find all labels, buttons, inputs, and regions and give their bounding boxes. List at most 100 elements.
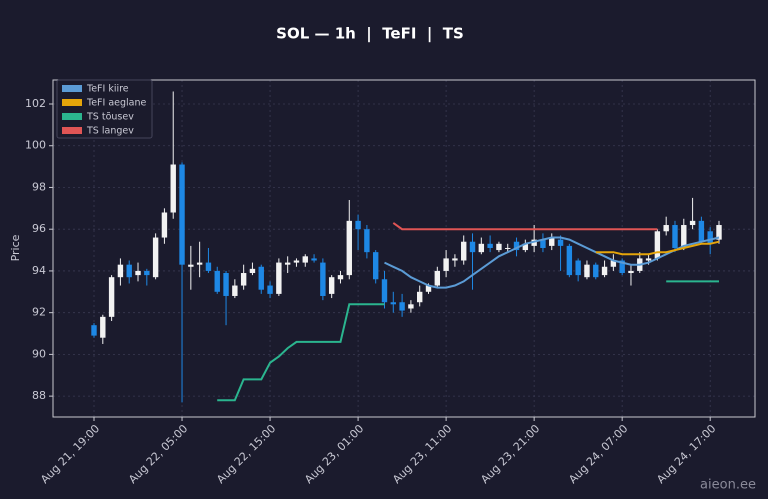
candle-body — [91, 325, 97, 336]
legend-label: TeFI kiire — [86, 84, 129, 95]
candle-body — [434, 270, 441, 286]
candle-body — [276, 262, 282, 294]
candle-body — [320, 262, 326, 296]
y-tick-label: 92 — [32, 306, 46, 319]
y-tick-label: 96 — [32, 222, 46, 235]
candle-body — [328, 277, 335, 294]
candle-body — [117, 264, 124, 278]
y-tick-label: 102 — [25, 97, 46, 110]
y-tick-label: 90 — [32, 347, 46, 360]
candle-body — [672, 225, 678, 248]
watermark: aieon.ee — [700, 478, 756, 493]
y-tick-label: 94 — [32, 264, 46, 277]
candle-body — [399, 302, 405, 311]
legend: TeFI kiire TeFI aeglane TS tõusev TS langev — [56, 79, 153, 139]
candle-body — [126, 264, 132, 278]
legend-label: TeFI aeglane — [86, 98, 146, 109]
candle-body — [223, 273, 229, 296]
indicator-line — [392, 222, 658, 231]
candle-body — [205, 262, 212, 271]
y-tick-label: 88 — [32, 389, 46, 402]
candle-body — [390, 302, 396, 305]
legend-swatch — [62, 127, 82, 134]
candle-body — [152, 237, 159, 278]
indicator-line — [384, 236, 720, 289]
candle-body — [531, 239, 537, 246]
candle-body — [425, 285, 432, 292]
y-tick-label: 100 — [25, 139, 46, 152]
candle-body — [461, 241, 467, 261]
candle-body — [505, 247, 511, 249]
candle-body — [628, 270, 634, 274]
legend-swatch — [62, 99, 82, 106]
candle-body — [513, 241, 520, 251]
candle-body — [258, 266, 264, 290]
candle-body — [346, 220, 352, 276]
candle-body — [716, 225, 722, 240]
candle-body — [170, 164, 176, 213]
candle-body — [443, 258, 449, 271]
candle-body — [179, 164, 185, 265]
plot — [91, 91, 722, 403]
indicator-line — [595, 240, 720, 256]
candle-body — [681, 225, 687, 248]
candle-body — [575, 260, 581, 276]
candle-body — [557, 239, 564, 246]
chart-title: SOL — 1h | TeFI | TS — [276, 25, 464, 44]
candle-body — [663, 225, 669, 232]
candle-body — [337, 275, 344, 280]
candle-body — [355, 220, 361, 230]
candle-body — [496, 243, 502, 251]
candle-body — [135, 270, 141, 276]
legend-box — [56, 79, 153, 139]
candle-body — [540, 239, 546, 248]
candle-body — [689, 220, 696, 226]
candle-body — [610, 260, 617, 267]
candle-body — [196, 262, 203, 265]
candle-body — [645, 258, 652, 261]
candle-body — [698, 220, 705, 242]
candle-body — [311, 258, 317, 261]
candle-body — [707, 231, 713, 244]
candle-body — [601, 266, 608, 276]
candle-body — [593, 264, 599, 278]
candle-body — [240, 273, 247, 286]
candle-body — [487, 243, 493, 248]
candle-body — [161, 212, 168, 238]
indicator-line — [217, 303, 385, 402]
candle-body — [364, 229, 370, 253]
candle-body — [417, 291, 423, 303]
legend-label: TS langev — [86, 126, 134, 137]
plot-frame — [52, 79, 756, 418]
legend-swatch — [62, 113, 82, 120]
candle-body — [372, 252, 379, 280]
y-axis-label: Price — [9, 234, 22, 261]
candle-body — [302, 256, 308, 263]
candle-body — [214, 270, 220, 292]
candle-body — [232, 285, 238, 296]
candle-body — [619, 260, 625, 274]
candle-body — [284, 262, 291, 265]
candle-body — [267, 285, 273, 294]
candle-body — [584, 264, 590, 278]
candle-body — [408, 304, 414, 309]
candle-body — [381, 279, 388, 303]
candle-body — [522, 243, 529, 251]
candle-body — [452, 258, 458, 261]
candle-body — [478, 243, 485, 253]
y-tick-label: 98 — [32, 180, 46, 193]
candle-body — [654, 231, 661, 259]
candle-body — [469, 241, 476, 253]
candle-body — [100, 316, 106, 338]
legend-swatch — [62, 85, 82, 92]
legend-label: TS tõusev — [86, 112, 134, 123]
candle-body — [293, 260, 300, 263]
candle-body — [566, 245, 573, 276]
candle-body — [249, 268, 256, 274]
candle-body — [108, 277, 115, 317]
candle-body — [188, 264, 194, 267]
candle-body — [144, 270, 150, 276]
candle-body — [549, 237, 555, 246]
